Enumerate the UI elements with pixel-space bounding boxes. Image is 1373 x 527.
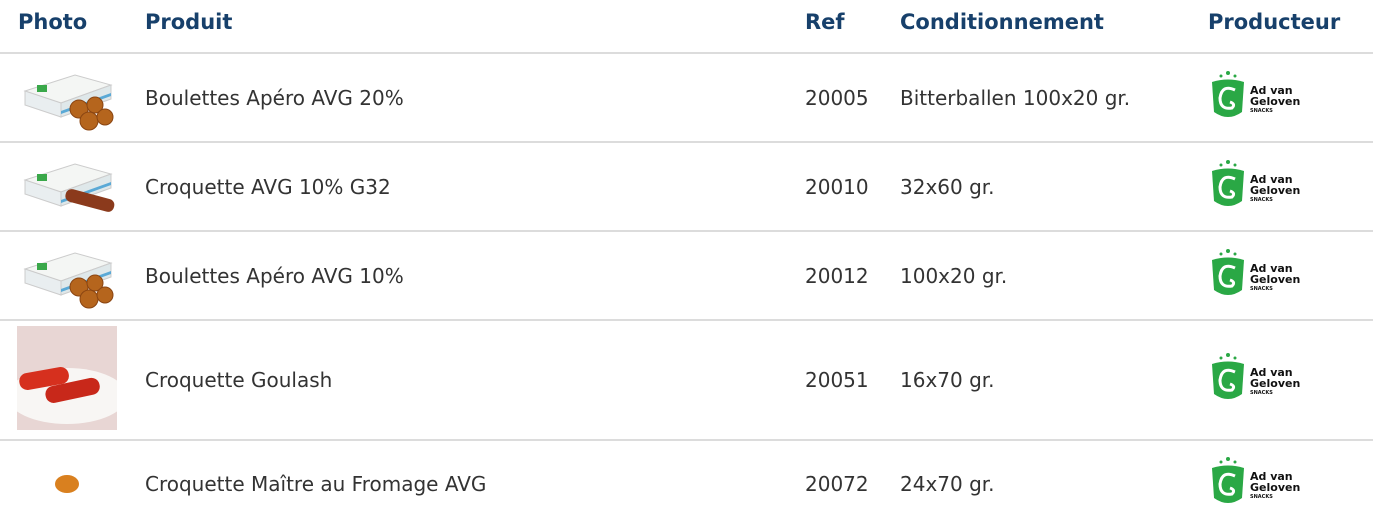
table-row: Croquette Maître au Fromage AVG 20072 24… <box>0 439 1373 527</box>
table-row: Croquette Goulash 20051 16x70 gr. Ad van… <box>0 319 1373 439</box>
logo-star <box>1226 160 1230 164</box>
photo <box>17 150 117 220</box>
logo-star <box>1234 252 1237 255</box>
logo-star <box>1220 357 1223 360</box>
header-packaging: Conditionnement <box>900 10 1104 34</box>
ball <box>97 287 113 303</box>
header-photo: Photo <box>18 10 87 34</box>
logo-line2: Geloven <box>1250 481 1300 494</box>
logo-tag: SNACKS <box>1250 286 1273 292</box>
logo-star <box>1234 74 1237 77</box>
photo-cell <box>17 326 117 434</box>
producer-logo: Ad van Geloven SNACKS <box>1208 246 1308 306</box>
logo-star <box>1220 163 1223 166</box>
table-row: Boulettes Apéro AVG 20% 20005 Bitterball… <box>0 52 1373 141</box>
photo <box>17 462 117 502</box>
logo: Ad van Geloven SNACKS <box>1208 454 1308 510</box>
producer-logo: Ad van Geloven SNACKS <box>1208 157 1308 217</box>
logo-tag: SNACKS <box>1250 494 1273 500</box>
photo-cell <box>17 150 117 224</box>
ball <box>80 290 98 308</box>
logo-shield <box>1212 168 1244 206</box>
logo-shield <box>1212 257 1244 295</box>
box-logo <box>37 174 47 181</box>
ball <box>97 109 113 125</box>
ref: 20051 <box>805 368 869 392</box>
logo-line2: Geloven <box>1250 95 1300 108</box>
photo <box>17 61 117 131</box>
header-product: Produit <box>145 10 232 34</box>
logo: Ad van Geloven SNACKS <box>1208 350 1308 406</box>
photo-cell <box>17 239 117 313</box>
logo-line2: Geloven <box>1250 377 1300 390</box>
logo-shield <box>1212 362 1244 400</box>
table-row: Croquette AVG 10% G32 20010 32x60 gr. Ad… <box>0 141 1373 230</box>
header-producer: Producteur <box>1208 10 1340 34</box>
photo-cell <box>17 61 117 135</box>
logo-star <box>1226 457 1230 461</box>
producer-logo: Ad van Geloven SNACKS <box>1208 350 1308 410</box>
box-logo <box>37 85 47 92</box>
product-name: Croquette AVG 10% G32 <box>145 175 391 199</box>
ref: 20012 <box>805 264 869 288</box>
ref: 20072 <box>805 472 869 496</box>
box-logo <box>37 263 47 270</box>
logo: Ad van Geloven SNACKS <box>1208 68 1308 124</box>
logo-star <box>1234 461 1237 464</box>
logo-shield <box>1212 79 1244 117</box>
logo-star <box>1234 357 1237 360</box>
logo-star <box>1234 163 1237 166</box>
ball <box>55 475 79 493</box>
product-name: Croquette Maître au Fromage AVG <box>145 472 486 496</box>
logo-star <box>1220 252 1223 255</box>
packaging: 24x70 gr. <box>900 472 995 496</box>
packaging: 100x20 gr. <box>900 264 1007 288</box>
logo-star <box>1220 74 1223 77</box>
logo-tag: SNACKS <box>1250 390 1273 396</box>
logo: Ad van Geloven SNACKS <box>1208 157 1308 213</box>
photo <box>17 326 117 430</box>
logo-tag: SNACKS <box>1250 197 1273 203</box>
product-name: Boulettes Apéro AVG 20% <box>145 86 404 110</box>
packaging: Bitterballen 100x20 gr. <box>900 86 1130 110</box>
producer-logo: Ad van Geloven SNACKS <box>1208 68 1308 128</box>
packaging: 32x60 gr. <box>900 175 995 199</box>
logo-line2: Geloven <box>1250 273 1300 286</box>
packaging: 16x70 gr. <box>900 368 995 392</box>
logo-shield <box>1212 466 1244 504</box>
logo-line2: Geloven <box>1250 184 1300 197</box>
header-ref: Ref <box>805 10 845 34</box>
logo: Ad van Geloven SNACKS <box>1208 246 1308 302</box>
photo-cell <box>17 462 117 506</box>
photo <box>17 239 117 309</box>
logo-tag: SNACKS <box>1250 108 1273 114</box>
ref: 20005 <box>805 86 869 110</box>
ball <box>80 112 98 130</box>
product-name: Croquette Goulash <box>145 368 332 392</box>
ref: 20010 <box>805 175 869 199</box>
logo-star <box>1226 71 1230 75</box>
producer-logo: Ad van Geloven SNACKS <box>1208 454 1308 514</box>
product-table: Photo Produit Ref Conditionnement Produc… <box>0 0 1373 527</box>
logo-star <box>1226 353 1230 357</box>
product-name: Boulettes Apéro AVG 10% <box>145 264 404 288</box>
logo-star <box>1226 249 1230 253</box>
table-row: Boulettes Apéro AVG 10% 20012 100x20 gr.… <box>0 230 1373 319</box>
logo-star <box>1220 461 1223 464</box>
